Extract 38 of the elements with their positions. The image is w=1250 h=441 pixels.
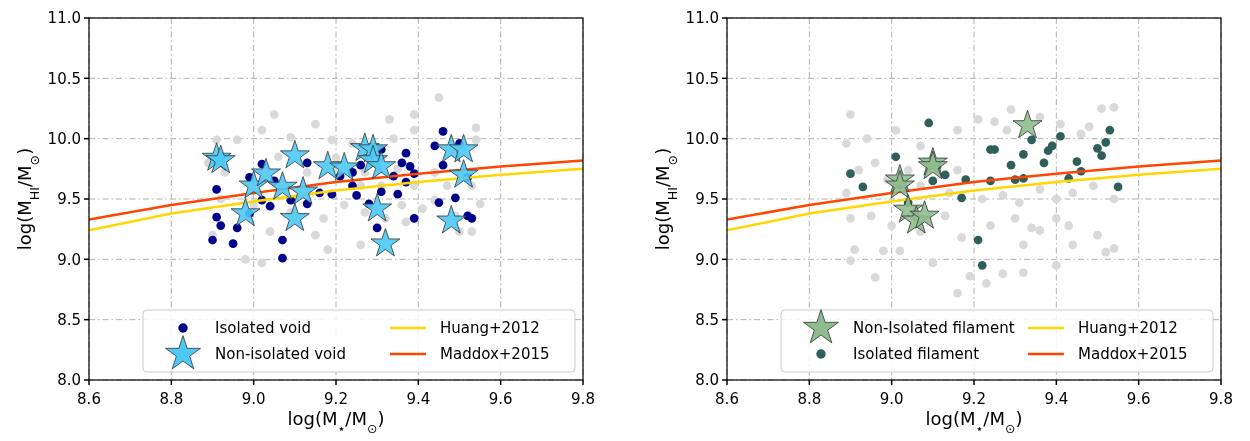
x-tick-label: 8.8	[159, 390, 184, 408]
legend-label: Isolated filament	[853, 345, 980, 364]
y-tick-label: 10.0	[47, 129, 81, 148]
y-tick-label: 10.5	[47, 69, 81, 88]
legend-label: Maddox+2015	[440, 345, 550, 364]
y-tick-label: 8.0	[695, 371, 719, 390]
y-tick-label: 9.0	[695, 250, 719, 269]
y-tick-label: 8.5	[695, 310, 719, 329]
x-tick-label: 9.4	[406, 390, 431, 408]
legend-label: Non-Isolated filament	[853, 319, 1015, 338]
x-tick-label: 9.0	[879, 390, 904, 408]
x-tick-label: 9.6	[488, 390, 513, 408]
y-tick-label: 10.5	[685, 69, 719, 88]
y-tick-label: 9.5	[695, 190, 719, 209]
x-tick-label: 8.6	[715, 390, 739, 408]
x-tick-label: 8.8	[797, 390, 822, 408]
y-tick-label: 9.0	[57, 250, 81, 269]
legend-label: Maddox+2015	[1078, 345, 1188, 364]
y-tick-label: 8.0	[57, 371, 81, 390]
x-tick-label: 9.8	[1209, 390, 1233, 408]
x-tick-label: 9.0	[241, 390, 266, 408]
y-tick-label: 10.0	[685, 129, 719, 148]
x-tick-label: 9.2	[962, 390, 986, 408]
y-tick-label: 8.5	[57, 310, 81, 329]
y-tick-label: 9.5	[57, 190, 81, 209]
x-tick-label: 9.6	[1126, 390, 1151, 408]
x-axis-title: log(M$_{⋆}$/M$_{⊙}$)	[925, 408, 1023, 436]
x-axis-title: log(M$_{⋆}$/M$_{⊙}$)	[287, 408, 385, 436]
x-tick-label: 8.6	[77, 390, 101, 408]
x-tick-label: 9.8	[571, 390, 595, 408]
legend-label: Non-isolated void	[215, 345, 346, 364]
x-tick-label: 9.2	[324, 390, 348, 408]
x-tick-label: 9.4	[1044, 390, 1069, 408]
legend-label: Huang+2012	[1078, 319, 1178, 338]
legend-label: Isolated void	[215, 319, 311, 338]
y-tick-label: 11.0	[685, 9, 719, 28]
legend-label: Huang+2012	[440, 319, 540, 338]
y-tick-label: 11.0	[47, 9, 81, 28]
